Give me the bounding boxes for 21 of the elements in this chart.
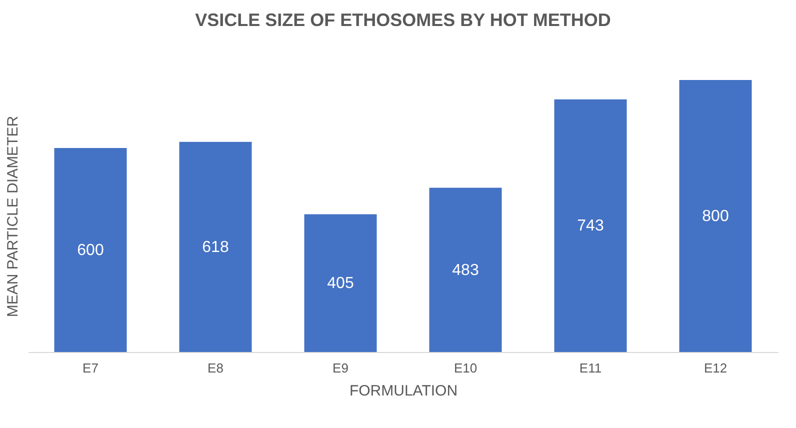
x-tick-label: E7 — [82, 360, 98, 376]
x-tick-label: E12 — [704, 360, 728, 376]
bar — [554, 99, 627, 352]
x-tick-label: E8 — [208, 360, 224, 376]
bar — [304, 214, 377, 352]
chart-title: VSICLE SIZE OF ETHOSOMES BY HOT METHOD — [195, 10, 611, 30]
x-tick-label: E9 — [332, 360, 348, 376]
bar — [179, 142, 252, 352]
x-axis-title: FORMULATION — [349, 382, 458, 400]
bar — [429, 188, 502, 352]
x-tick-label: E11 — [579, 360, 602, 376]
y-axis-title: MEAN PARTICLE DIAMETER — [4, 116, 22, 318]
data-label: 483 — [452, 262, 479, 279]
bar — [679, 80, 752, 352]
x-tick-label: E10 — [454, 360, 478, 376]
bar — [54, 148, 127, 352]
data-label: 800 — [702, 208, 729, 225]
data-label: 743 — [577, 218, 604, 235]
data-label: 618 — [202, 238, 229, 256]
data-label: 600 — [77, 242, 104, 259]
data-label: 405 — [327, 275, 354, 292]
